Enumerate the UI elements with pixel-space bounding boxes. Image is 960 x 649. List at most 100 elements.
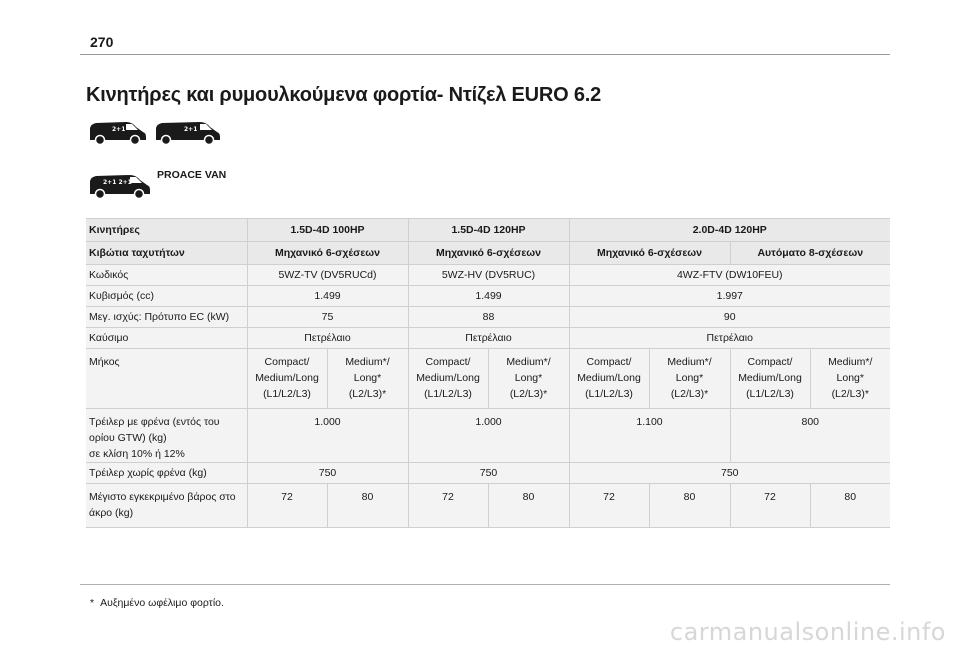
footnote-text: Αυξημένο ωφέλιμο φορτίο.	[100, 597, 224, 609]
displacement-row: Κυβισμός (cc) 1.499 1.499 1.997	[86, 285, 890, 307]
unbraked-trailer-cell: 750	[568, 462, 890, 484]
displacement-cell: 1.499	[246, 285, 408, 307]
length-line: (L1/L2/L3)	[746, 388, 794, 400]
label-line: σε κλίση 10% ή 12%	[89, 448, 185, 460]
fuel-row: Καύσιμο Πετρέλαιο Πετρέλαιο Πετρέλαιο	[86, 327, 890, 349]
fuel-label: Καύσιμο	[86, 327, 247, 349]
length-cell-compact: Compact/Medium/Long (L1/L2/L3)	[729, 348, 810, 409]
fuel-cell: Πετρέλαιο	[407, 327, 569, 349]
length-line: Medium/Long	[255, 372, 319, 384]
length-line: (L1/L2/L3)	[424, 388, 472, 400]
svg-text:2+1: 2+1	[184, 126, 197, 133]
length-line: (L2/L3)*	[509, 388, 548, 400]
top-divider	[80, 54, 890, 55]
footnote: * Αυξημένο ωφέλιμο φορτίο.	[90, 597, 224, 609]
length-line: Medium*/	[345, 356, 390, 368]
label-line: Μέγιστο εγκεκριμένο βάρος στο	[89, 491, 236, 503]
length-line: (L2/L3)*	[670, 388, 709, 400]
length-cell-medium: Medium*/ Long* (L2/L3)*	[809, 348, 890, 409]
watermark: carmanualsonline.info	[669, 618, 946, 646]
gearbox-label: Κιβώτια ταχυτήτων	[86, 241, 247, 265]
length-line: (L2/L3)*	[831, 388, 869, 400]
max-tow-weight-cell: 72	[407, 483, 488, 528]
displacement-label: Κυβισμός (cc)	[86, 285, 247, 307]
label-line: άκρο (kg)	[89, 507, 134, 519]
power-cell: 90	[568, 306, 890, 328]
max-tow-weight-cell: 72	[246, 483, 327, 528]
length-line: (L2/L3)*	[348, 388, 387, 400]
gearbox-cell: Μηχανικό 6-σχέσεων	[246, 241, 408, 265]
length-line: (L1/L2/L3)	[585, 388, 633, 400]
gearbox-cell: Μηχανικό 6-σχέσεων	[407, 241, 569, 265]
length-line: Compact/	[747, 356, 793, 368]
length-cell-medium: Medium*/ Long* (L2/L3)*	[648, 348, 730, 409]
length-cell-compact: Compact/Medium/Long (L1/L2/L3)	[568, 348, 649, 409]
max-tow-weight-cell: 80	[487, 483, 569, 528]
footnote-marker: *	[90, 597, 95, 609]
fuel-cell: Πετρέλαιο	[246, 327, 408, 349]
length-line: Medium*/	[667, 356, 712, 368]
engine-cell: 1.5D-4D 120HP	[407, 218, 569, 242]
length-cell-medium: Medium*/ Long* (L2/L3)*	[487, 348, 569, 409]
page-number: 270	[90, 34, 114, 50]
code-label: Κωδικός	[86, 264, 247, 286]
engine-cell: 1.5D-4D 100HP	[246, 218, 408, 242]
label-line: ορίου GTW) (kg)	[89, 432, 167, 444]
max-tow-weight-cell: 72	[568, 483, 649, 528]
code-cell: 5WZ-TV (DV5RUCd)	[246, 264, 408, 286]
length-label: Μήκος	[86, 348, 247, 409]
length-line: Compact/	[425, 356, 471, 368]
gearbox-row: Κιβώτια ταχυτήτων Μηχανικό 6-σχέσεων Μηχ…	[86, 241, 890, 265]
length-line: Long*	[514, 372, 543, 384]
braked-trailer-label: Τρέιλερ με φρένα (εντός του ορίου GTW) (k…	[86, 408, 247, 463]
engine-cell: 2.0D-4D 120HP	[568, 218, 890, 242]
max-tow-weight-cell: 72	[729, 483, 810, 528]
code-cell: 4WZ-FTV (DW10FEU)	[568, 264, 890, 286]
length-line: Compact/	[586, 356, 632, 368]
van-medium-icon: 2+1	[152, 118, 222, 146]
length-line: Medium*/	[828, 356, 873, 368]
engines-label: Κινητήρες	[86, 218, 247, 242]
length-line: Long*	[353, 372, 382, 384]
displacement-cell: 1.499	[407, 285, 569, 307]
van-compact-icon: 2+1	[86, 118, 148, 146]
van-long-icon: 2+1 2+1	[86, 170, 152, 200]
max-tow-weight-label: Μέγιστο εγκεκριμένο βάρος στο άκρο (kg)	[86, 483, 247, 528]
length-line: Long*	[675, 372, 704, 384]
length-line: Medium/Long	[577, 372, 641, 384]
power-cell: 88	[407, 306, 569, 328]
power-label: Μεγ. ισχύς: Πρότυπο EC (kW)	[86, 306, 247, 328]
footnote-divider	[80, 584, 890, 585]
braked-trailer-cell: 1.000	[246, 408, 408, 463]
braked-trailer-cell: 800	[729, 408, 890, 463]
engine-spec-table: Κινητήρες 1.5D-4D 100HP 1.5D-4D 120HP 2.…	[86, 218, 890, 528]
unbraked-trailer-cell: 750	[246, 462, 408, 484]
length-line: Medium/Long	[416, 372, 480, 384]
braked-trailer-cell: 1.000	[407, 408, 569, 463]
gearbox-cell: Μηχανικό 6-σχέσεων	[568, 241, 730, 265]
power-row: Μεγ. ισχύς: Πρότυπο EC (kW) 75 88 90	[86, 306, 890, 328]
label-line: Τρέιλερ με φρένα (εντός του	[89, 416, 220, 428]
length-cell-compact: Compact/Medium/Long (L1/L2/L3)	[246, 348, 327, 409]
length-cell-compact: Compact/Medium/Long (L1/L2/L3)	[407, 348, 488, 409]
page-title: Κινητήρες και ρυμουλκούμενα φορτία- Ντίζ…	[86, 84, 602, 106]
max-tow-weight-cell: 80	[326, 483, 408, 528]
svg-text:2+1 2+1: 2+1 2+1	[103, 179, 132, 186]
unbraked-trailer-row: Τρέιλερ χωρίς φρένα (kg) 750 750 750	[86, 462, 890, 484]
max-tow-weight-cell: 80	[648, 483, 730, 528]
length-line: Medium/Long	[738, 372, 802, 384]
braked-trailer-cell: 1.100	[568, 408, 730, 463]
displacement-cell: 1.997	[568, 285, 890, 307]
power-cell: 75	[246, 306, 408, 328]
unbraked-trailer-label: Τρέιλερ χωρίς φρένα (kg)	[86, 462, 247, 484]
max-tow-weight-row: Μέγιστο εγκεκριμένο βάρος στο άκρο (kg) 7…	[86, 483, 890, 528]
gearbox-cell: Αυτόματο 8-σχέσεων	[729, 241, 890, 265]
code-row: Κωδικός 5WZ-TV (DV5RUCd) 5WZ-HV (DV5RUC)…	[86, 264, 890, 286]
length-line: Medium*/	[506, 356, 551, 368]
length-line: Compact/	[264, 356, 310, 368]
code-cell: 5WZ-HV (DV5RUC)	[407, 264, 569, 286]
length-cell-medium: Medium*/ Long* (L2/L3)*	[326, 348, 408, 409]
unbraked-trailer-cell: 750	[407, 462, 569, 484]
length-line: (L1/L2/L3)	[263, 388, 311, 400]
model-name: PROACE VAN	[157, 169, 227, 181]
